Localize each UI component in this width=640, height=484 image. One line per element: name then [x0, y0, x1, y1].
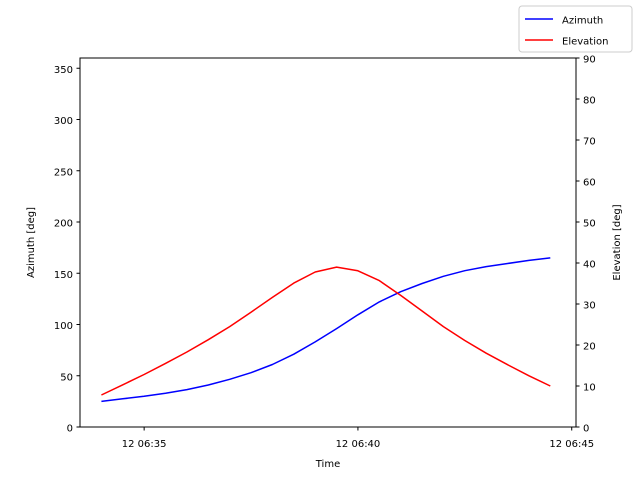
- y-right-tick-label: 80: [583, 96, 596, 107]
- y-right-tick-label: 70: [583, 137, 596, 148]
- y-left-tick-label: 150: [54, 270, 73, 281]
- legend-elevation-label: Elevation: [562, 37, 608, 48]
- y-axis-right-label: Elevation [deg]: [612, 204, 623, 280]
- x-tick-label: 12 06:35: [122, 439, 167, 450]
- y-right-tick-label: 90: [583, 55, 596, 66]
- x-tick-label: 12 06:45: [549, 439, 594, 450]
- y-right-tick-label: 20: [583, 342, 596, 353]
- y-right-tick-label: 0: [583, 424, 589, 435]
- y-right-tick-label: 50: [583, 219, 596, 230]
- y-right-tick-label: 40: [583, 260, 596, 271]
- y-axis-left-label: Azimuth [deg]: [26, 207, 37, 278]
- y-left-tick-label: 100: [54, 321, 73, 332]
- plot-frame: [79, 57, 577, 428]
- y-right-tick-label: 10: [583, 383, 596, 394]
- y-left-tick-label: 250: [54, 167, 73, 178]
- series-line-elevation: [101, 266, 551, 396]
- legend: Azimuth Elevation: [518, 5, 633, 53]
- legend-azimuth-label: Azimuth: [562, 16, 603, 27]
- y-left-tick-label: 350: [54, 65, 73, 76]
- y-left-tick-label: 200: [54, 219, 73, 230]
- x-tick-label: 12 06:40: [336, 439, 381, 450]
- y-left-tick-label: 0: [67, 424, 73, 435]
- series-line-azimuth: [101, 257, 551, 403]
- y-left-tick-label: 300: [54, 116, 73, 127]
- y-right-tick-label: 30: [583, 301, 596, 312]
- ticks-layer: 12 06:35 12 06:40 12 06:450501001502002503…: [54, 55, 596, 451]
- series-layer: [101, 257, 551, 403]
- x-axis-label: Time: [315, 459, 340, 470]
- y-right-tick-label: 60: [583, 178, 596, 189]
- y-left-tick-label: 50: [60, 372, 73, 383]
